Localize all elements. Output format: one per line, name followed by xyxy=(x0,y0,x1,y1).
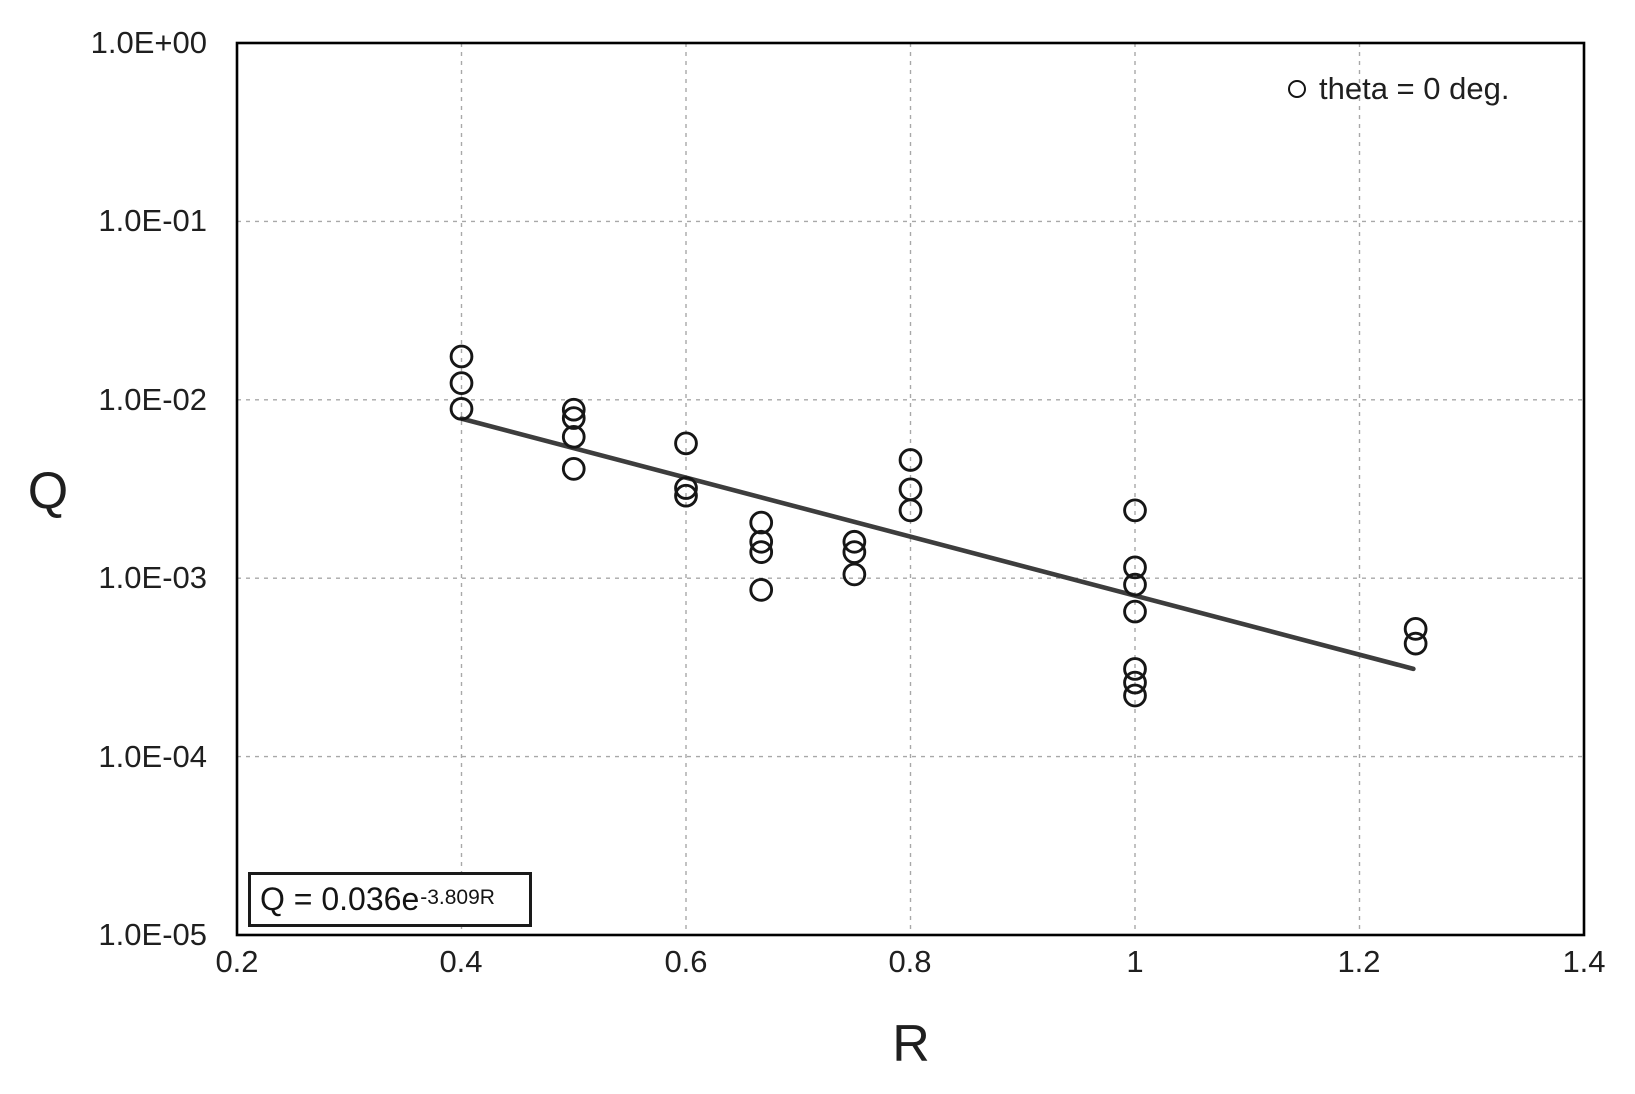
data-point-marker xyxy=(449,344,474,369)
x-tick-label: 1.2 xyxy=(1337,944,1381,979)
x-tick-label: 0.8 xyxy=(888,944,932,979)
plot-border xyxy=(235,41,1586,937)
legend: theta = 0 deg. xyxy=(1288,70,1509,108)
data-point-marker xyxy=(1123,657,1147,681)
data-point-marker xyxy=(674,476,698,500)
y-tick-label: 1.0E-05 xyxy=(98,917,207,952)
data-point-marker xyxy=(749,540,774,564)
data-point-marker xyxy=(1123,572,1147,597)
x-axis-title: R xyxy=(892,1015,930,1073)
data-point-marker xyxy=(1403,631,1428,656)
data-point-marker xyxy=(749,510,774,535)
data-point-marker xyxy=(842,540,867,564)
data-point-marker xyxy=(1123,599,1147,624)
data-point-marker xyxy=(674,431,698,456)
data-point-marker xyxy=(1123,555,1147,580)
data-point-marker xyxy=(1123,683,1147,708)
legend-circle-marker-icon xyxy=(1288,80,1306,98)
y-tick-label: 1.0E-02 xyxy=(98,382,207,417)
data-point-marker xyxy=(449,396,474,421)
equation-base: Q = 0.036e xyxy=(260,881,420,917)
data-point-marker xyxy=(749,578,774,602)
data-point-marker xyxy=(561,457,586,481)
data-point-marker xyxy=(898,498,923,523)
data-point-marker xyxy=(561,424,586,449)
data-point-marker xyxy=(842,562,867,587)
y-axis-title: Q xyxy=(27,462,69,520)
y-tick-label: 1.0E-04 xyxy=(98,739,207,774)
data-point-marker xyxy=(449,371,474,395)
data-point-marker xyxy=(898,448,923,472)
y-tick-label: 1.0E+00 xyxy=(90,25,207,60)
data-point-marker xyxy=(1403,617,1428,641)
data-point-marker xyxy=(749,529,774,554)
data-point-marker xyxy=(842,529,867,554)
data-point-marker xyxy=(561,397,586,422)
y-tick-label: 1.0E-01 xyxy=(98,203,207,238)
x-tick-label: 0.2 xyxy=(215,944,259,979)
data-point-marker xyxy=(674,483,698,508)
trendline-equation: Q = 0.036e -3.809R xyxy=(248,872,532,927)
data-point-marker xyxy=(1123,498,1147,523)
data-point-marker xyxy=(561,406,586,430)
legend-label: theta = 0 deg. xyxy=(1319,71,1510,106)
x-tick-label: 0.6 xyxy=(664,944,708,979)
y-tick-label: 1.0E-03 xyxy=(98,560,207,595)
trendline xyxy=(459,416,1416,672)
equation-exponent: -3.809R xyxy=(420,885,495,909)
x-tick-label: 1 xyxy=(1126,944,1144,979)
x-tick-label: 1.4 xyxy=(1562,944,1606,979)
x-tick-label: 0.4 xyxy=(439,944,483,979)
data-point-marker xyxy=(1123,670,1147,695)
